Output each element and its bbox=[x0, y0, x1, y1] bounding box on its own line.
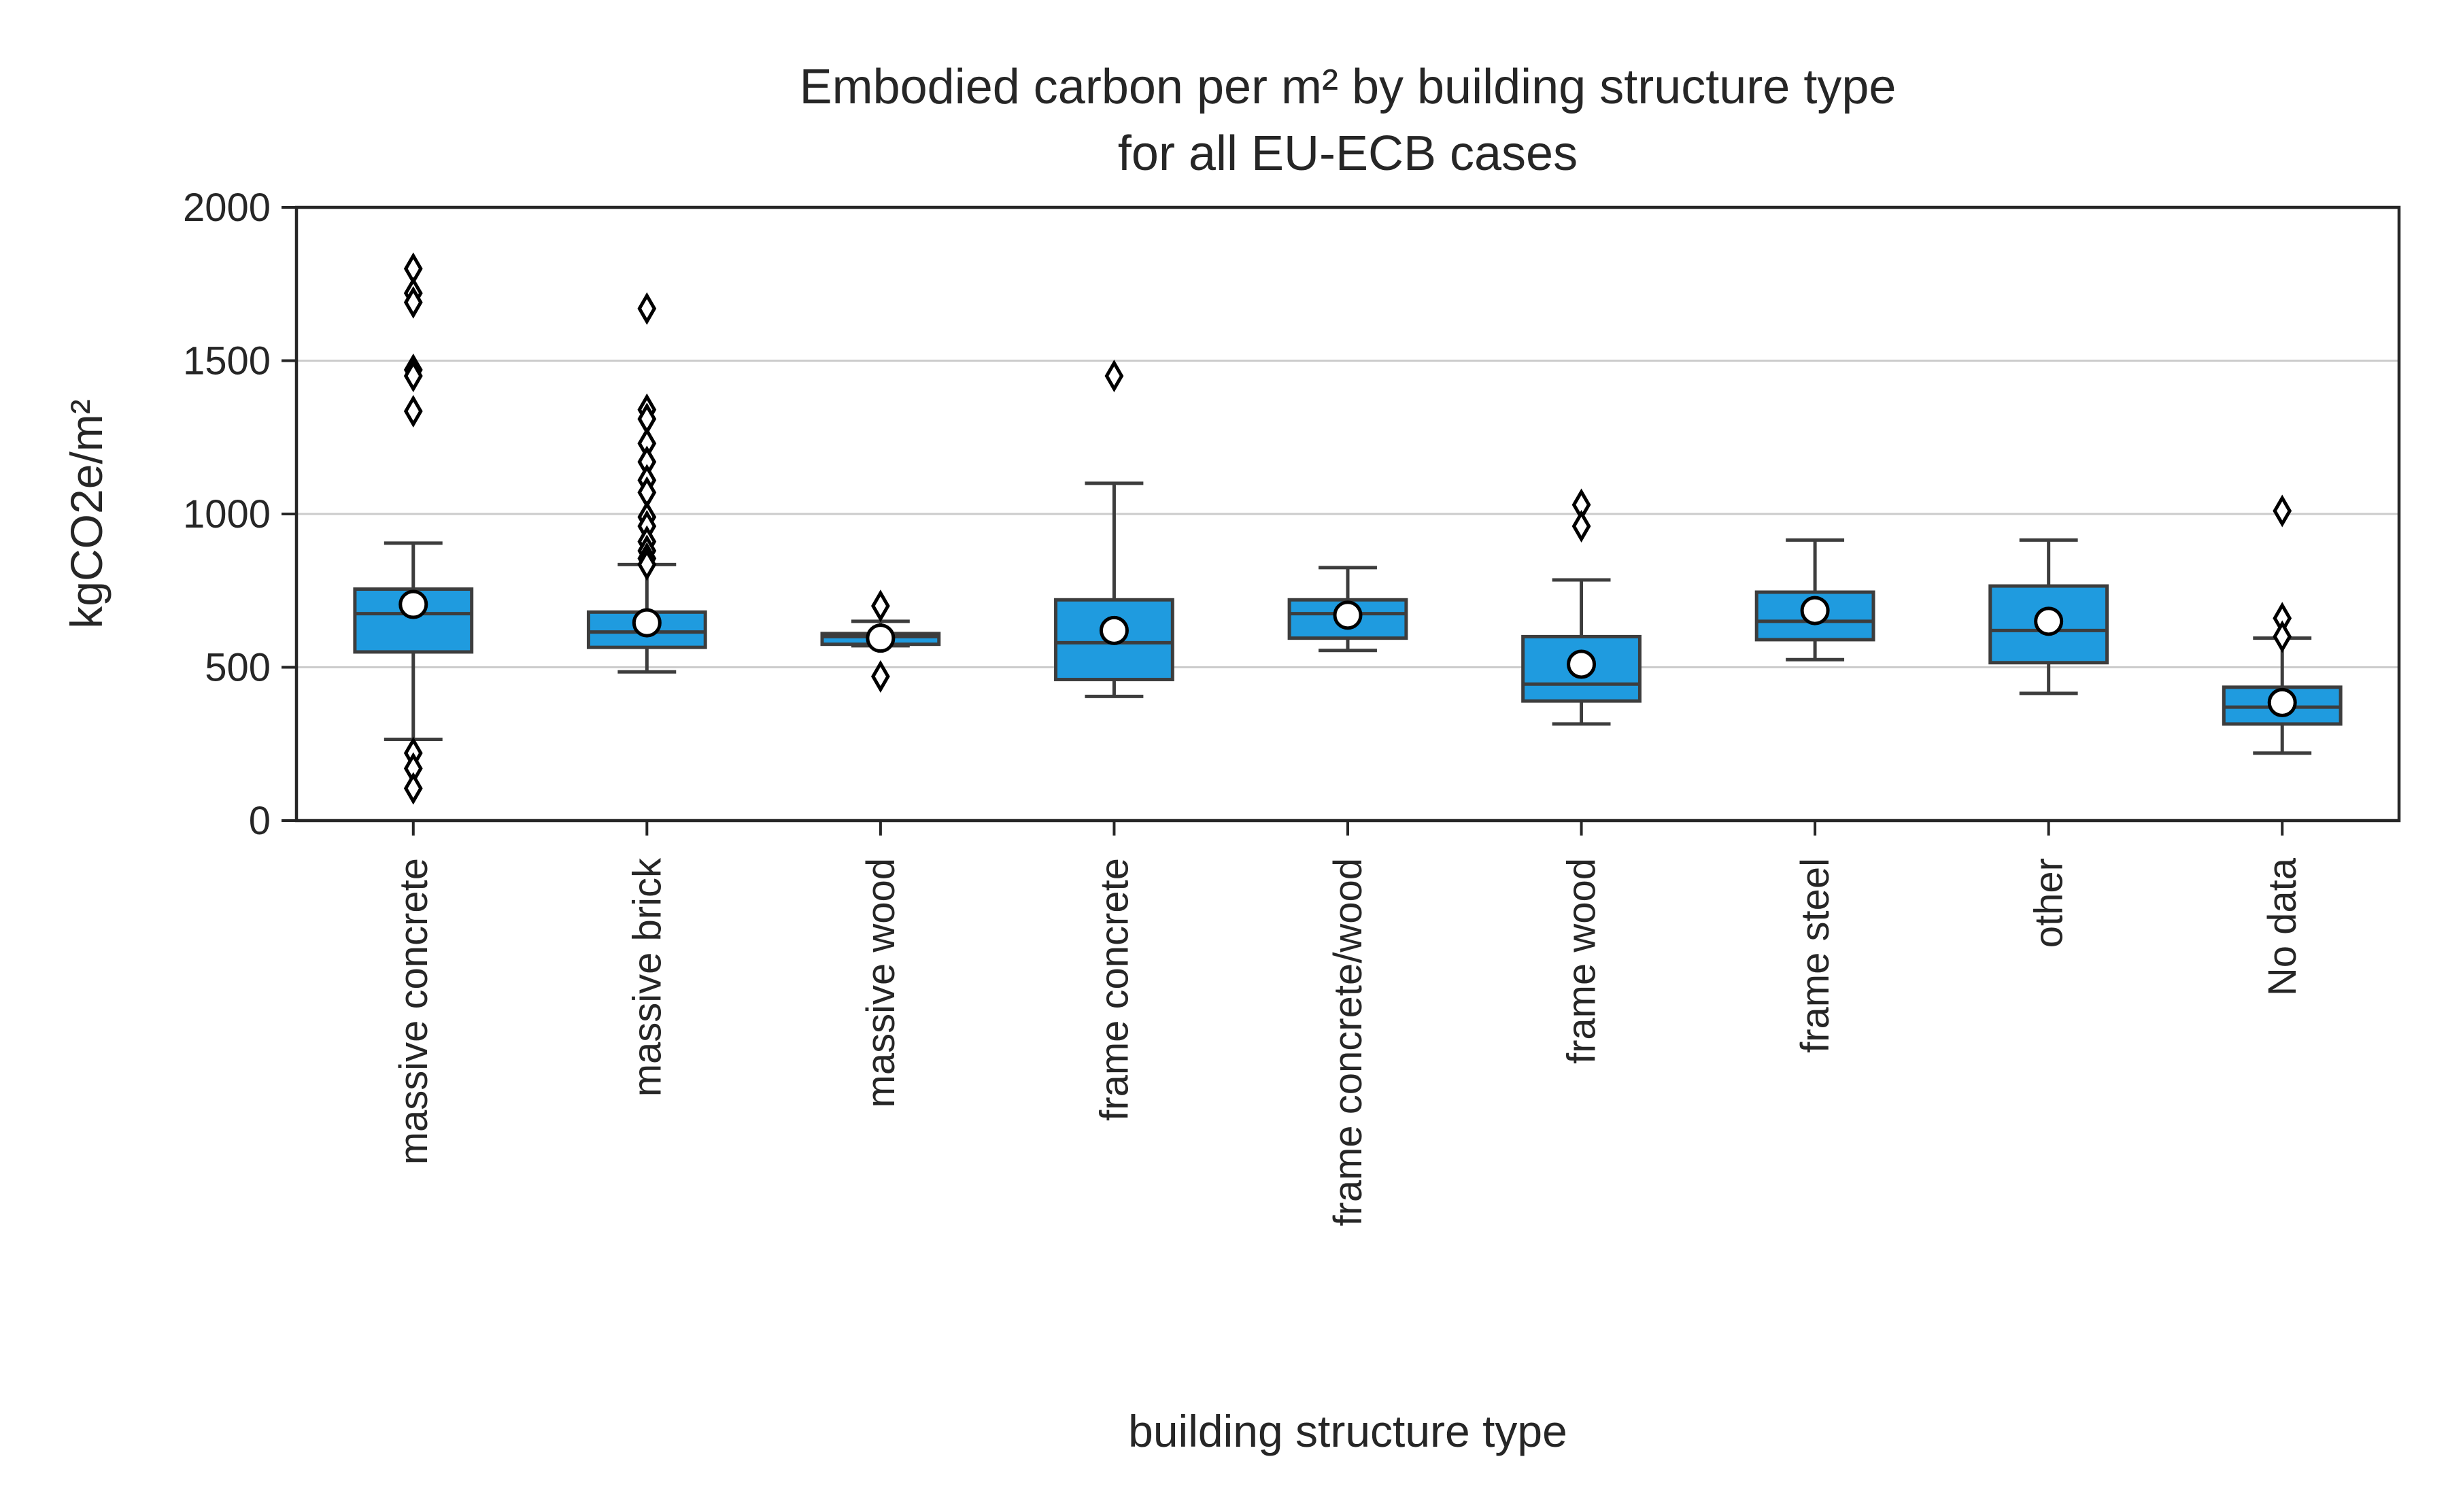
y-tick-label-500: 500 bbox=[205, 646, 271, 690]
outlier-marker bbox=[403, 772, 423, 805]
outlier-marker bbox=[403, 394, 423, 428]
x-tick-label-5: frame wood bbox=[1560, 858, 1604, 1064]
mean-marker bbox=[398, 589, 428, 619]
box-group-0 bbox=[353, 252, 474, 805]
mean-marker bbox=[1333, 600, 1363, 630]
box-group-3 bbox=[1054, 360, 1174, 698]
outlier-marker bbox=[871, 589, 890, 623]
x-tick-label-6: frame steel bbox=[1793, 858, 1837, 1053]
outlier-marker bbox=[2273, 620, 2292, 653]
box-group-5 bbox=[1521, 488, 1642, 726]
outlier-marker bbox=[637, 292, 657, 325]
outlier-marker bbox=[1571, 510, 1591, 543]
box-group-2 bbox=[820, 589, 941, 693]
x-tick-label-1: massive brick bbox=[625, 857, 669, 1097]
y-tick-label-1000: 1000 bbox=[183, 492, 271, 536]
outlier-marker bbox=[2273, 494, 2292, 528]
x-axis: massive concrete massive brick massive woo… bbox=[392, 821, 2305, 1226]
box-group-4 bbox=[1287, 566, 1408, 653]
mean-marker bbox=[1099, 615, 1129, 645]
x-tick-label-3: frame concrete bbox=[1092, 858, 1136, 1121]
outlier-marker bbox=[871, 660, 890, 693]
mean-marker bbox=[2034, 606, 2064, 636]
mean-marker bbox=[1800, 596, 1830, 625]
box-group-1 bbox=[586, 292, 707, 674]
mean-marker bbox=[2267, 687, 2297, 717]
y-axis-label: kgCO2e/m² bbox=[61, 399, 112, 628]
x-axis-label: building structure type bbox=[1128, 1406, 1567, 1456]
outlier-marker bbox=[637, 548, 657, 581]
chart-title-line-2: for all EU-ECB cases bbox=[1118, 126, 1578, 181]
mean-marker bbox=[866, 623, 896, 653]
x-tick-label-8: No data bbox=[2260, 857, 2305, 996]
y-tick-label-2000: 2000 bbox=[183, 186, 271, 230]
plot-frame bbox=[294, 205, 2401, 823]
mean-marker bbox=[1567, 649, 1597, 679]
y-axis: 0 500 1000 1500 2000 bbox=[183, 186, 296, 843]
box-group-7 bbox=[1988, 538, 2109, 695]
outlier-marker bbox=[403, 360, 423, 393]
y-tick-label-1500: 1500 bbox=[183, 339, 271, 383]
outlier-marker bbox=[403, 286, 423, 319]
x-tick-label-7: other bbox=[2027, 858, 2071, 948]
boxes bbox=[353, 252, 2343, 805]
x-tick-label-2: massive wood bbox=[859, 858, 903, 1107]
x-tick-label-0: massive concrete bbox=[392, 858, 436, 1165]
box-group-6 bbox=[1754, 538, 1875, 662]
x-tick-label-4: frame concrete/wood bbox=[1326, 858, 1370, 1226]
chart-title-line-1: Embodied carbon per m² by building struc… bbox=[800, 60, 1897, 114]
box-group-8 bbox=[2222, 494, 2343, 755]
y-tick-label-0: 0 bbox=[249, 799, 271, 843]
outlier-marker bbox=[1104, 360, 1124, 393]
mean-marker bbox=[632, 608, 662, 638]
